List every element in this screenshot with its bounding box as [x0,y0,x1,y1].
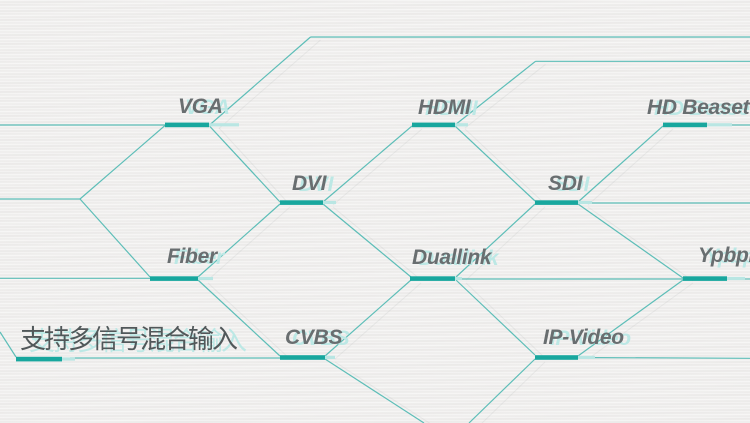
node-bar-ip-video [535,355,578,360]
node-label-ip-video-ghost: IP-Video [550,327,631,350]
node-label-dvi-ghost: DVI [299,173,334,196]
caption-multi-signal-input: 支持多信号混合输入 支持多信号混合输入 [20,324,247,356]
node-bar-sdi [535,200,578,205]
node-bar-fiber [150,276,198,281]
node-bar-caption [16,356,62,362]
node-bar-dvi [280,200,323,205]
node-bar-hdmi [412,122,455,128]
node-bar-duallink [410,276,455,281]
node-bars [16,122,727,362]
node-label-duallink: Duallink Duallink [412,246,499,270]
node-label-ip-video: IP-Video IP-Video [543,326,631,350]
node-label-hd-beaset: HD Beaset HD Beaset [647,97,750,120]
node-bar-extensions [62,123,745,361]
node-label-dvi: DVI DVI [292,172,334,196]
echo-lines [207,39,694,423]
node-label-cvbs-ghost: CVBS [292,327,350,350]
node-label-fiber-ghost: Fiber [174,246,224,269]
node-label-cvbs: CVBS CVBS [285,326,350,350]
node-label-hdmi-ghost: HDMI [425,97,478,120]
node-label-sdi-ghost: SDI [555,173,590,196]
node-label-vga-ghost: VGA [185,96,230,119]
node-label-ypbpr-ghost: Ypbpr [705,245,750,268]
connector-lines [0,36,750,423]
node-label-ypbpr: Ypbpr Ypbpr [698,245,750,268]
node-label-duallink-ghost: Duallink [419,247,499,270]
node-label-hd-beaset-ghost: HD Beaset [654,97,750,120]
node-bar-vga [165,122,209,128]
node-label-hdmi: HDMI HDMI [418,96,478,120]
node-bar-ypbpr [683,276,727,281]
node-bar-cvbs [280,355,325,360]
node-label-vga: VGA VGA [178,95,230,119]
caption-ghost: 支持多信号混合输入 [29,326,247,356]
node-label-sdi: SDI SDI [548,172,590,196]
node-label-fiber: Fiber Fiber [167,245,224,269]
node-bar-hd-beaset [663,122,707,128]
